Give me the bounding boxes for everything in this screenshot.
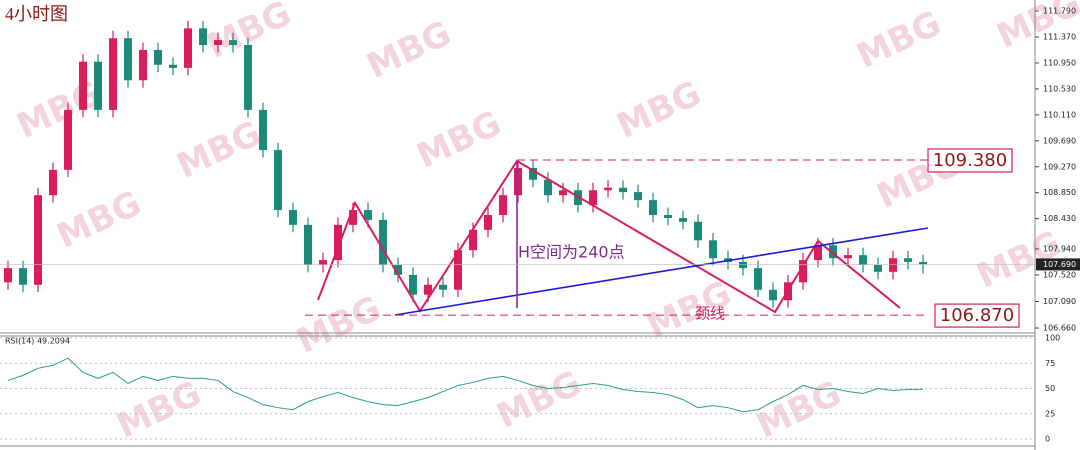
- candle-body: [229, 40, 237, 46]
- candle-body: [814, 245, 822, 261]
- candle-body: [454, 250, 462, 290]
- candle-body: [349, 210, 357, 225]
- candle-body: [64, 109, 72, 170]
- candle-body: [679, 218, 687, 222]
- y-tick-label: 107.520: [1043, 270, 1076, 279]
- candle-body: [394, 265, 402, 275]
- level-box: [927, 148, 1013, 173]
- rsi-tick-label: 50: [1045, 384, 1055, 393]
- candle-body: [634, 192, 642, 201]
- rsi-tick-label: 75: [1045, 359, 1055, 368]
- level-box: [934, 303, 1020, 328]
- candle-body: [319, 260, 327, 266]
- candle-body: [859, 255, 867, 266]
- candle-body: [259, 109, 267, 151]
- candle-body: [244, 45, 252, 110]
- rsi-label: RSI(14) 49.2094: [5, 337, 70, 346]
- candle-body: [664, 214, 672, 219]
- y-tick-label: 109.270: [1043, 162, 1076, 171]
- rsi-tick-label: 0: [1045, 435, 1050, 444]
- candle-body: [34, 195, 42, 285]
- candle-body: [124, 38, 132, 81]
- candle-body: [904, 258, 912, 262]
- candle-body: [289, 210, 297, 225]
- candle-body: [274, 150, 282, 211]
- candle-body: [379, 219, 387, 266]
- y-tick-label: 110.110: [1043, 110, 1076, 119]
- candle-body: [499, 195, 507, 215]
- candle-body: [514, 168, 522, 196]
- chart-title: 4小时图: [5, 4, 68, 24]
- rsi-tick-label: 100: [1045, 334, 1060, 343]
- candle-body: [619, 187, 627, 193]
- candle-body: [364, 210, 372, 220]
- candle-body: [139, 49, 147, 81]
- candle-body: [844, 255, 852, 259]
- candle-body: [304, 224, 312, 266]
- candle-body: [769, 289, 777, 301]
- candle-body: [799, 260, 807, 283]
- candle-body: [409, 274, 417, 295]
- candle-body: [109, 38, 117, 110]
- last-price-label: 107.690: [1043, 260, 1076, 269]
- y-tick-label: 108.430: [1043, 214, 1076, 223]
- candle-body: [874, 265, 882, 272]
- candle-body: [589, 190, 597, 206]
- candle-body: [94, 61, 102, 110]
- candle-body: [694, 221, 702, 241]
- candle-body: [4, 268, 12, 283]
- rsi-line: [7, 357, 924, 413]
- candle-body: [439, 284, 447, 290]
- y-tick-label: 108.850: [1043, 188, 1076, 197]
- trend-line: [394, 227, 929, 316]
- candle-body: [169, 64, 177, 68]
- height-annotation: H空间为240点: [518, 243, 625, 262]
- level-label: 109.380: [933, 150, 1007, 171]
- candle-body: [79, 61, 87, 110]
- candle-body: [604, 187, 612, 191]
- candle-body: [709, 240, 717, 259]
- candle-body: [544, 179, 552, 196]
- candle-body: [199, 28, 207, 46]
- y-tick-label: 106.660: [1043, 324, 1076, 333]
- candle-body: [19, 268, 27, 285]
- candle-body: [649, 200, 657, 215]
- candle-body: [919, 261, 927, 265]
- candle-body: [829, 245, 837, 259]
- candle-body: [754, 268, 762, 290]
- candle-body: [184, 28, 192, 68]
- neckline-annotation: 颈线: [695, 305, 725, 323]
- candle-body: [424, 284, 432, 295]
- y-tick-label: 111.370: [1043, 32, 1076, 41]
- y-tick-label: 111.790: [1043, 7, 1076, 16]
- level-label: 106.870: [940, 305, 1014, 326]
- rsi-tick-label: 25: [1045, 409, 1055, 418]
- last-price-box: [1036, 258, 1080, 271]
- y-tick-label: 107.090: [1043, 297, 1076, 306]
- candle-body: [214, 40, 222, 46]
- candle-body: [559, 190, 567, 196]
- candle-body: [154, 49, 162, 65]
- candle-body: [49, 169, 57, 196]
- candle-body: [529, 168, 537, 180]
- candle-body: [469, 229, 477, 251]
- candle-body: [739, 261, 747, 269]
- candle-body: [889, 258, 897, 272]
- y-tick-label: 110.530: [1043, 84, 1076, 93]
- candles: [4, 20, 927, 308]
- candle-body: [334, 224, 342, 261]
- y-tick-label: 109.690: [1043, 136, 1076, 145]
- candle-body: [484, 214, 492, 230]
- y-tick-label: 110.950: [1043, 58, 1076, 67]
- y-tick-label: 107.940: [1043, 244, 1076, 253]
